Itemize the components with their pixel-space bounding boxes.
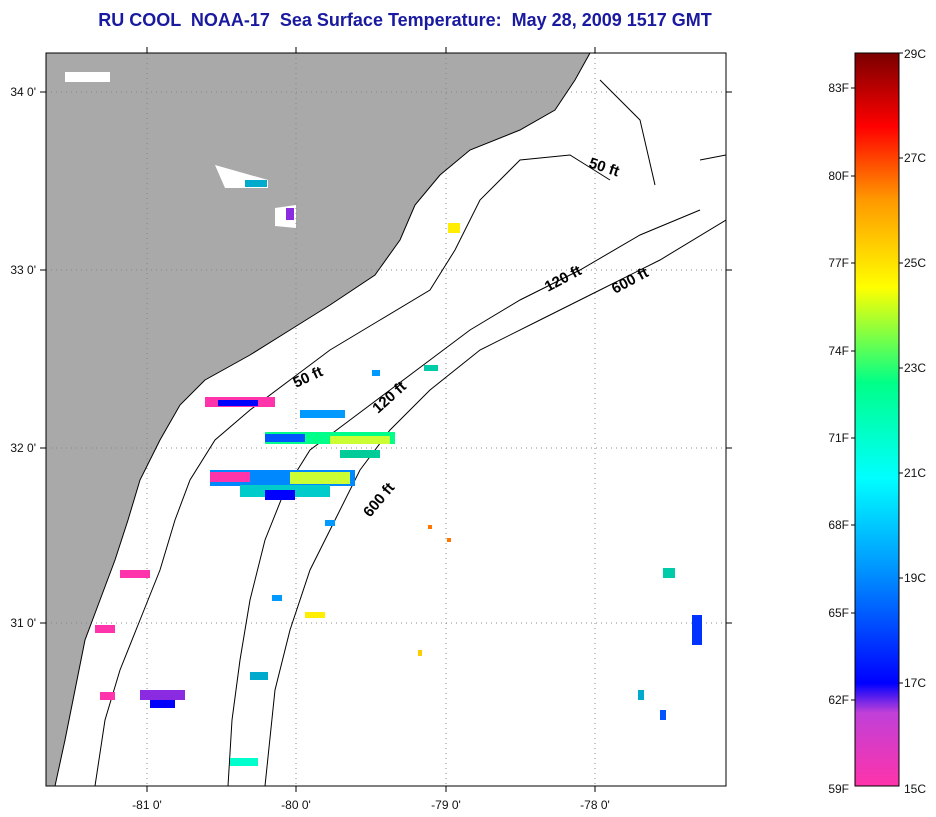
colorbar [854, 52, 900, 787]
colorbar-c-label: 25C [904, 256, 926, 270]
lat-label: 31 0' [10, 616, 36, 630]
lon-label: -78 0' [580, 798, 610, 812]
contour-120ft [227, 209, 701, 786]
lat-label: 34 0' [10, 85, 36, 99]
lat-label: 32 0' [10, 441, 36, 455]
axis-ticks [40, 47, 732, 792]
graticule [46, 53, 726, 786]
land-mass [46, 53, 590, 786]
lat-label: 33 0' [10, 263, 36, 277]
colorbar-f-label: 62F [828, 693, 849, 707]
colorbar-c-label: 23C [904, 361, 926, 375]
sst-data-patches [95, 180, 702, 766]
colorbar-c-label: 15C [904, 782, 926, 796]
colorbar-f-label: 83F [828, 81, 849, 95]
colorbar-c-label: 29C [904, 47, 926, 61]
colorbar-f-label: 77F [828, 256, 849, 270]
colorbar-c-label: 19C [904, 571, 926, 585]
lon-label: -81 0' [132, 798, 162, 812]
coastline [54, 53, 591, 786]
lon-label: -80 0' [281, 798, 311, 812]
colorbar-f-label: 65F [828, 606, 849, 620]
colorbar-f-label: 68F [828, 518, 849, 532]
colorbar-c-label: 21C [904, 466, 926, 480]
map-frame [45, 52, 727, 787]
bathymetry-contours [54, 53, 726, 786]
page-title: RU COOL NOAA-17 Sea Surface Temperature:… [98, 10, 712, 30]
colorbar-f-label: 80F [828, 169, 849, 183]
contour-600ft [264, 219, 726, 786]
colorbar-ticks [851, 52, 903, 701]
colorbar-f-label: 59F [828, 782, 849, 796]
colorbar-c-label: 27C [904, 151, 926, 165]
colorbar-f-label: 71F [828, 431, 849, 445]
contour-50ft [94, 154, 611, 786]
colorbar-f-label: 74F [828, 344, 849, 358]
colorbar-c-label: 17C [904, 676, 926, 690]
lon-label: -79 0' [431, 798, 461, 812]
